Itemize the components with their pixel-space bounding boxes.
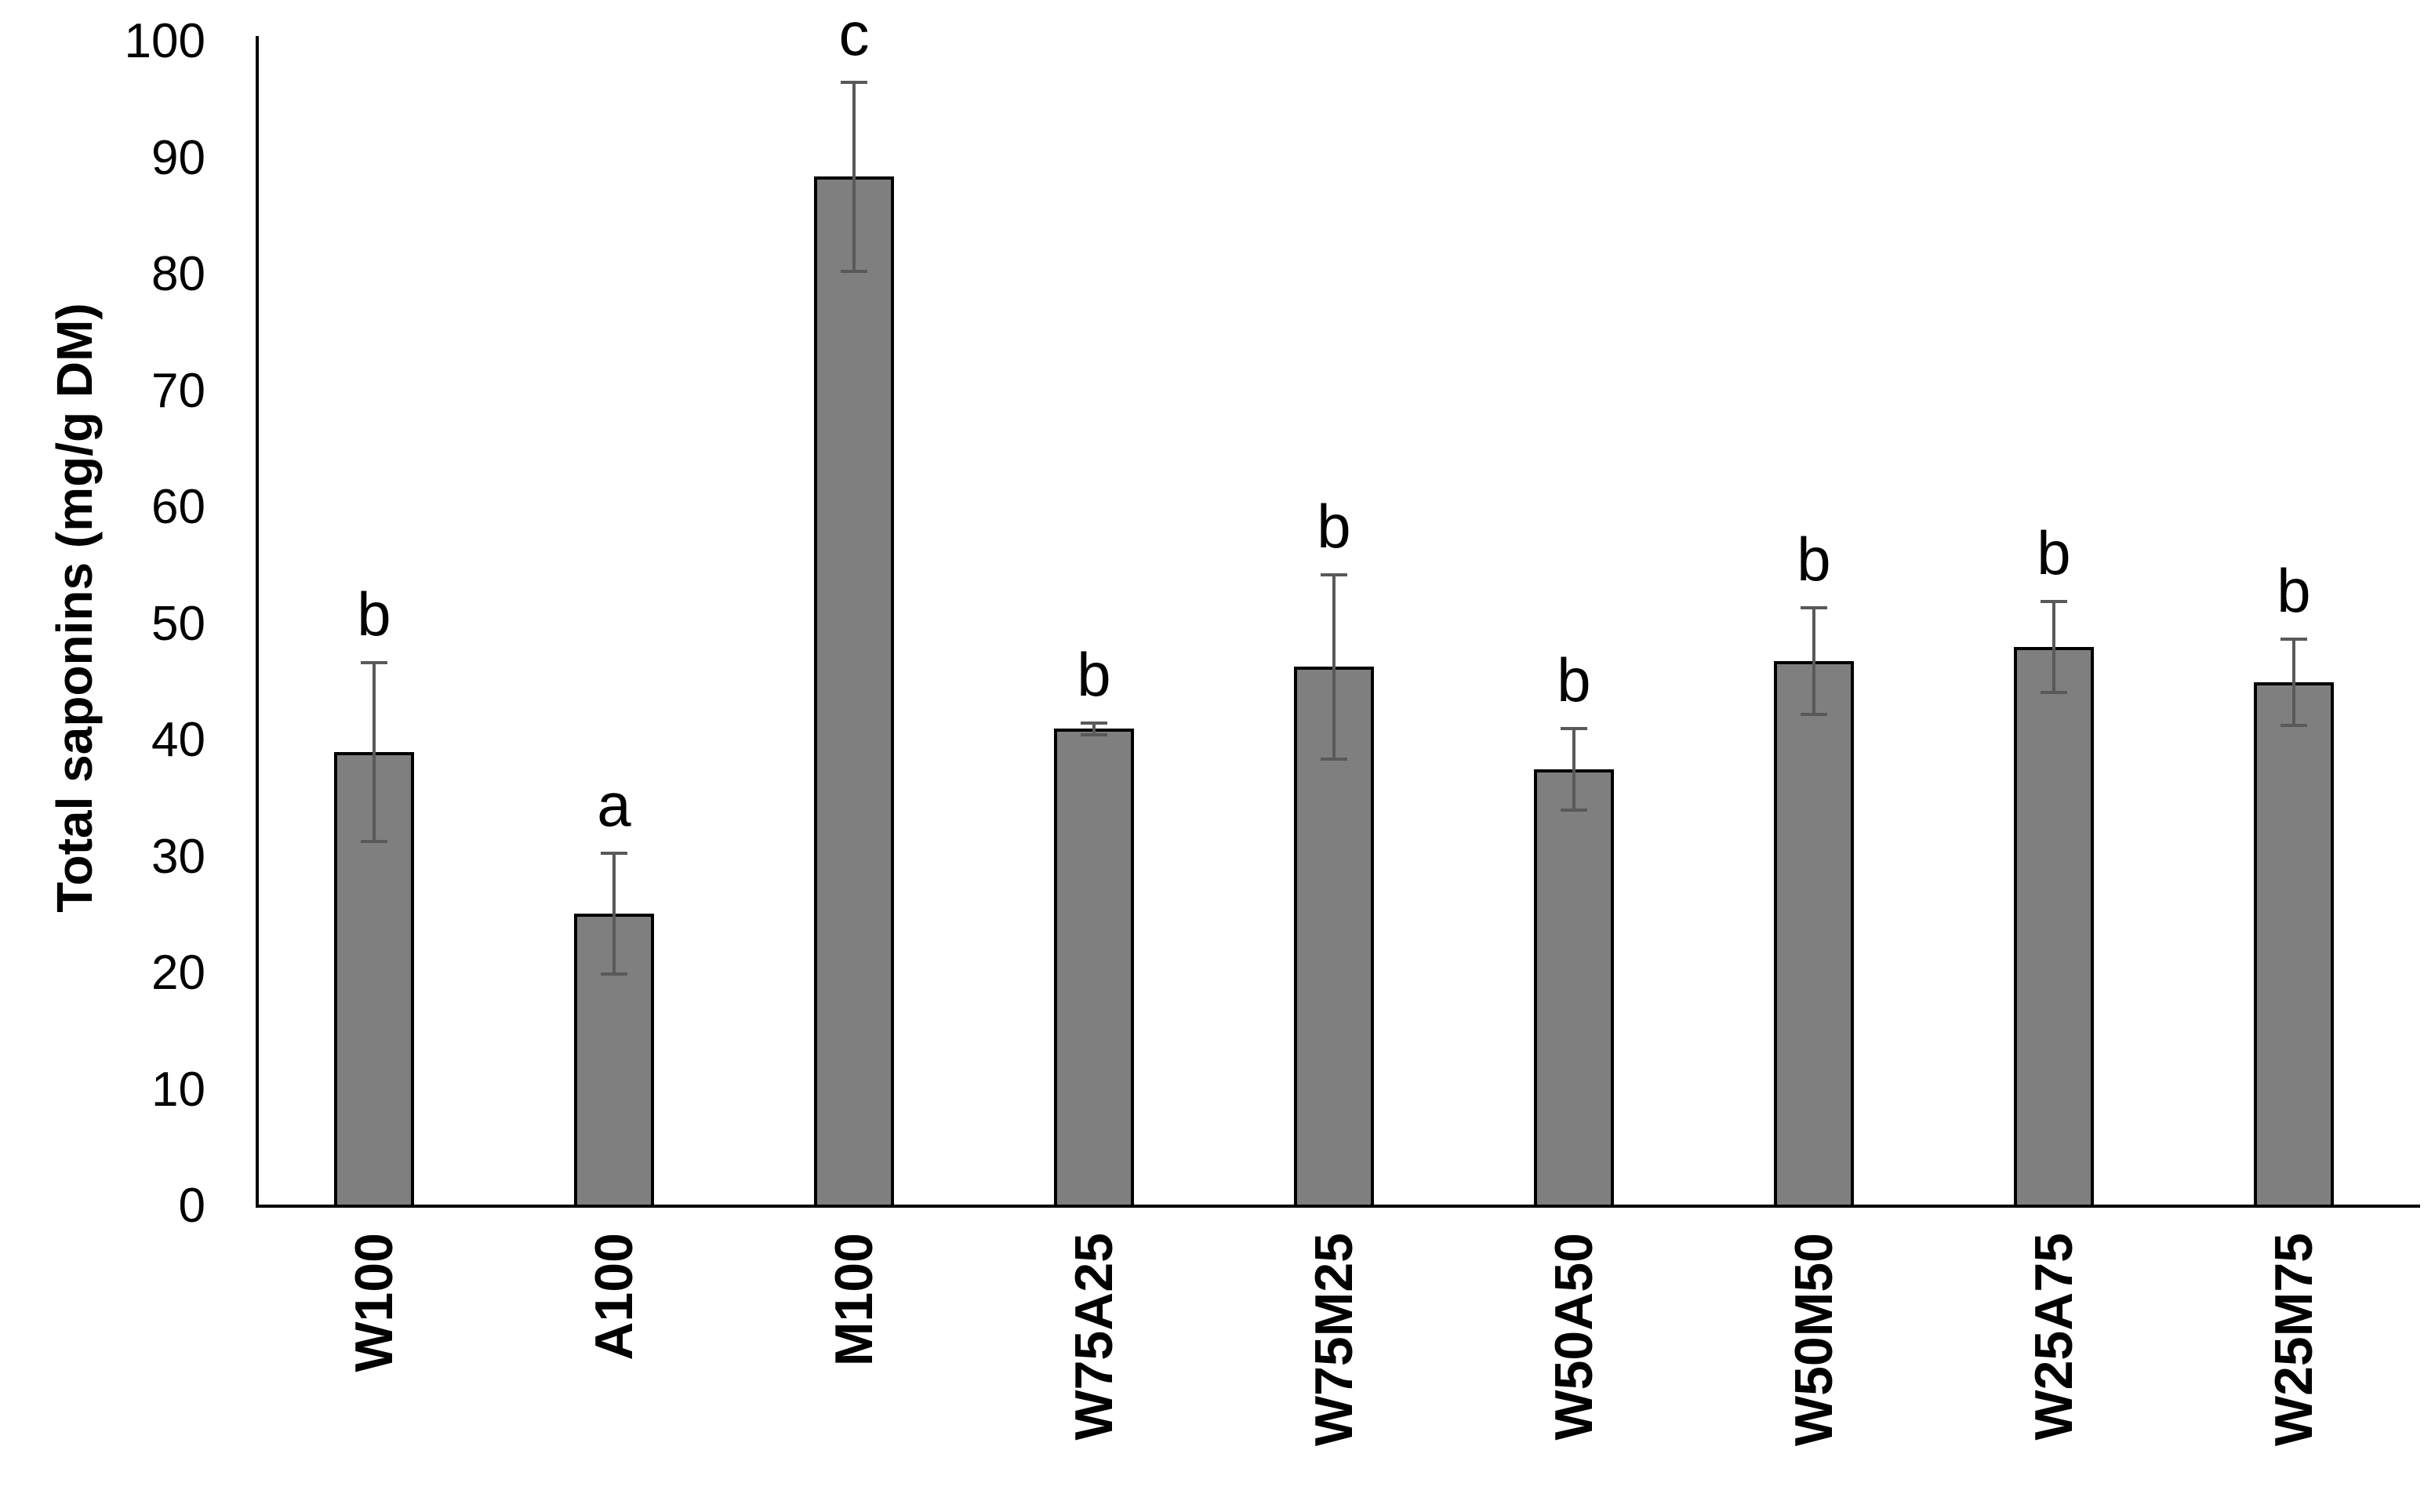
y-tick-label: 100 bbox=[124, 14, 205, 68]
error-bar-top-cap bbox=[601, 852, 627, 856]
significance-letter-m100: c bbox=[838, 0, 870, 68]
significance-letter-w50a50: b bbox=[1557, 645, 1591, 715]
error-bar-w75m25 bbox=[1332, 575, 1336, 759]
bar-m100 bbox=[814, 176, 894, 1208]
bar-w25a75 bbox=[2014, 647, 2094, 1208]
y-tick-label: 50 bbox=[151, 596, 205, 651]
significance-letter-w25a75: b bbox=[2037, 518, 2071, 588]
x-category-label-w50m50: W50M50 bbox=[1784, 1233, 1844, 1447]
error-bar-bottom-cap bbox=[361, 840, 387, 844]
x-category-label-w25m75: W25M75 bbox=[2264, 1233, 2324, 1447]
error-bar-top-cap bbox=[1561, 727, 1587, 731]
significance-letter-w75a25: b bbox=[1077, 639, 1111, 709]
error-bar-w25m75 bbox=[2292, 638, 2295, 725]
error-bar-bottom-cap bbox=[841, 269, 867, 273]
bar-w100 bbox=[334, 751, 414, 1208]
error-bar-m100 bbox=[852, 82, 856, 271]
error-bar-top-cap bbox=[2280, 637, 2307, 641]
y-tick-label: 40 bbox=[151, 713, 205, 767]
x-category-label-a100: A100 bbox=[584, 1233, 644, 1361]
error-bar-bottom-cap bbox=[1561, 809, 1587, 812]
error-bar-bottom-cap bbox=[2280, 723, 2307, 727]
y-tick-label: 60 bbox=[151, 480, 205, 534]
error-bar-top-cap bbox=[1081, 721, 1107, 725]
x-category-label-w25a75: W25A75 bbox=[2024, 1233, 2084, 1441]
x-category-label-w75m25: W75M25 bbox=[1304, 1233, 1364, 1447]
error-bar-a100 bbox=[612, 853, 616, 975]
y-tick-label: 80 bbox=[151, 247, 205, 301]
y-tick-label: 20 bbox=[151, 946, 205, 1000]
bar-w50m50 bbox=[1774, 661, 1854, 1208]
error-bar-w75a25 bbox=[1092, 722, 1096, 735]
bar-w25m75 bbox=[2254, 681, 2334, 1208]
y-tick-label: 0 bbox=[178, 1179, 205, 1233]
error-bar-w50m50 bbox=[1812, 607, 1815, 715]
significance-letter-w25m75: b bbox=[2277, 555, 2311, 625]
y-tick-label: 30 bbox=[151, 829, 205, 884]
error-bar-top-cap bbox=[1321, 573, 1347, 577]
error-bar-bottom-cap bbox=[1081, 732, 1107, 736]
significance-letter-w75m25: b bbox=[1317, 492, 1351, 562]
x-category-label-w75a25: W75A25 bbox=[1064, 1233, 1124, 1441]
x-category-label-w50a50: W50A50 bbox=[1544, 1233, 1604, 1441]
error-bar-w25a75 bbox=[2052, 602, 2055, 693]
error-bar-w100 bbox=[373, 662, 376, 842]
error-bar-bottom-cap bbox=[2041, 691, 2067, 695]
y-axis-line bbox=[256, 36, 259, 1208]
x-category-label-m100: M100 bbox=[824, 1233, 884, 1367]
significance-letter-a100: a bbox=[597, 770, 631, 840]
significance-letter-w50m50: b bbox=[1797, 524, 1831, 594]
error-bar-bottom-cap bbox=[1321, 757, 1347, 761]
x-category-label-w100: W100 bbox=[344, 1233, 404, 1372]
error-bar-top-cap bbox=[1801, 605, 1827, 609]
significance-letter-w100: b bbox=[357, 579, 391, 649]
bar-w75a25 bbox=[1054, 729, 1134, 1208]
error-bar-bottom-cap bbox=[601, 972, 627, 976]
y-tick-label: 70 bbox=[151, 363, 205, 418]
error-bar-top-cap bbox=[2041, 600, 2067, 604]
error-bar-top-cap bbox=[361, 660, 387, 664]
error-bar-bottom-cap bbox=[1801, 713, 1827, 717]
error-bar-w50a50 bbox=[1572, 729, 1575, 811]
error-bar-top-cap bbox=[841, 80, 867, 84]
y-tick-label: 10 bbox=[151, 1062, 205, 1117]
bar-w50a50 bbox=[1534, 769, 1614, 1208]
y-tick-label: 90 bbox=[151, 130, 205, 185]
